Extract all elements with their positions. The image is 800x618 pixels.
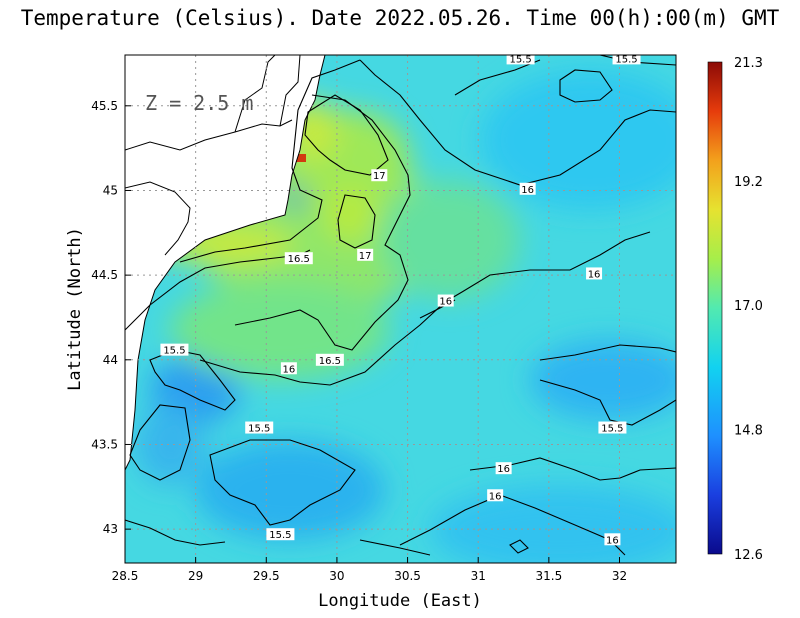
- contour-label-8: 15.5: [160, 343, 189, 357]
- contour-label-bg: [586, 267, 603, 280]
- contour-labels: 15.5 15.5 17 16 17 16.5 16 16 15.5 16 16.5 15.5 15.5…: [160, 52, 641, 546]
- x-tick-label-0: 28.5: [112, 569, 139, 583]
- y-tick-label-5: 45.5: [91, 99, 118, 113]
- colorbar-label-4: 12.6: [734, 548, 763, 563]
- contour-label-7: 16: [437, 294, 454, 308]
- contour-label-bg: [437, 294, 454, 307]
- contour-label-text: 16.5: [288, 254, 310, 265]
- contour-label-text: 16: [439, 297, 452, 308]
- contour-label-2: 17: [371, 169, 388, 182]
- temperature-field: [125, 55, 676, 563]
- y-tick-label-2: 44: [103, 353, 118, 367]
- x-axis-title: Longitude (East): [318, 591, 482, 611]
- colorbar: [707, 61, 723, 555]
- contour-label-15: 15.5: [266, 528, 295, 541]
- colorbar-label-2: 17.0: [734, 299, 763, 314]
- contour-label-text: 16: [283, 364, 296, 375]
- y-tick-label-0: 43: [103, 522, 118, 536]
- colorbar-label-3: 14.8: [734, 424, 763, 439]
- contour-label-text: 16: [521, 185, 534, 196]
- chart-title: Temperature (Celsius). Date 2022.05.26. …: [20, 6, 780, 30]
- country-borders: [125, 55, 301, 256]
- colorbar-label-0: 21.3: [734, 56, 763, 71]
- contour-label-text: 16: [588, 269, 601, 280]
- contour-label-16: 16: [604, 533, 621, 546]
- contour-label-4: 17: [357, 248, 374, 262]
- contour-label-bg: [284, 252, 313, 265]
- contour-label-bg: [604, 533, 621, 546]
- contour-label-bg: [519, 182, 536, 195]
- contour-label-9: 16: [280, 362, 297, 375]
- y-axis-title: Latitude (North): [65, 227, 85, 391]
- y-axis: 43 43.5 44 44.5 45 45.5: [91, 99, 131, 536]
- contour-label-text: 15.5: [248, 424, 270, 435]
- contour-label-text: 17: [373, 171, 386, 182]
- contour-label-0: 15.5: [506, 52, 535, 65]
- contour-label-text: 16: [606, 535, 619, 546]
- contour-label-text: 15.5: [601, 424, 623, 435]
- x-tick-label-6: 31.5: [535, 569, 562, 583]
- colorbar-labels: 21.3 19.2 17.0 14.8 12.6: [734, 56, 763, 563]
- x-tick-label-1: 29: [188, 569, 203, 583]
- contour-label-bg: [160, 343, 189, 356]
- x-tick-label-5: 31: [471, 569, 486, 583]
- contour-label-bg: [598, 421, 627, 434]
- x-tick-label-2: 29.5: [253, 569, 280, 583]
- y-tick-label-4: 45: [103, 183, 118, 197]
- contour-label-14: 16: [487, 489, 504, 502]
- contour-label-bg: [266, 528, 295, 541]
- contour-label-text: 15.5: [509, 54, 531, 65]
- contour-label-text: 15.5: [615, 54, 637, 65]
- contour-label-3: 16: [519, 182, 536, 196]
- colorbar-label-1: 19.2: [734, 175, 763, 190]
- contour-label-bg: [280, 362, 297, 375]
- contour-label-1: 15.5: [612, 52, 641, 65]
- contour-label-10: 16.5: [315, 353, 344, 367]
- contour-label-text: 16: [497, 464, 510, 475]
- contour-label-bg: [357, 248, 374, 261]
- contour-label-bg: [245, 421, 274, 434]
- contour-label-11: 15.5: [245, 421, 274, 435]
- contour-label-5: 16.5: [284, 252, 313, 265]
- contour-label-text: 16.5: [319, 356, 341, 367]
- contour-label-13: 16: [495, 462, 512, 475]
- contour-label-text: 16: [489, 491, 502, 502]
- contour-label-text: 15.5: [163, 346, 185, 357]
- x-tick-label-3: 30: [329, 569, 344, 583]
- contour-label-text: 17: [359, 251, 372, 262]
- contour-label-bg: [495, 462, 512, 475]
- contour-label-6: 16: [586, 267, 603, 280]
- contour-label-12: 15.5: [598, 421, 627, 435]
- y-tick-label-1: 43.5: [91, 437, 118, 451]
- contour-label-bg: [487, 489, 504, 502]
- contour-label-bg: [371, 169, 388, 182]
- contour-label-bg: [315, 353, 344, 366]
- grid-lines: [125, 55, 676, 563]
- x-axis: 28.5 29 29.5 30 30.5 31 31.5 32: [112, 557, 627, 583]
- x-tick-label-4: 30.5: [394, 569, 421, 583]
- contour-label-text: 15.5: [269, 530, 291, 541]
- plot-frame: [124, 54, 677, 564]
- y-tick-label-3: 44.5: [91, 268, 118, 282]
- x-tick-label-7: 32: [612, 569, 627, 583]
- depth-label: Z = 2.5 m: [145, 91, 253, 115]
